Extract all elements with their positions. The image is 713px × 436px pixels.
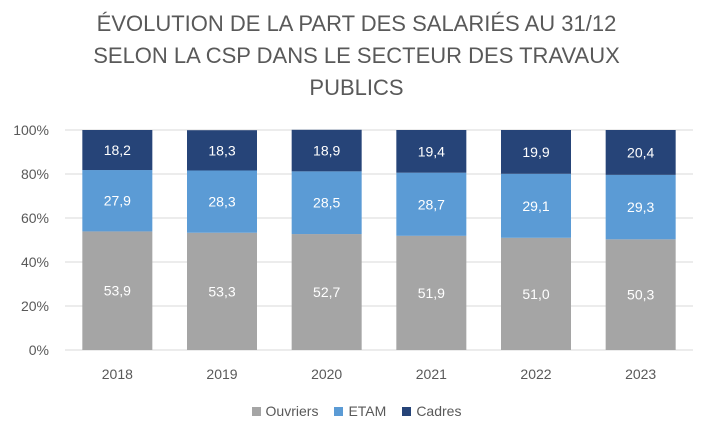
bar-segment-etam — [187, 170, 257, 233]
y-tick-label: 60% — [21, 210, 49, 226]
bar-segment-ouvriers — [82, 231, 153, 350]
y-tick-label: 80% — [21, 166, 49, 182]
data-label: 19,9 — [522, 144, 549, 160]
legend-item-ouvriers: Ouvriers — [251, 403, 319, 419]
legend-item-etam: ETAM — [334, 403, 386, 419]
data-label: 27,9 — [104, 193, 131, 209]
data-label: 18,9 — [313, 143, 340, 159]
legend-label-ouvriers: Ouvriers — [265, 403, 319, 419]
bar-segment-cadres — [291, 129, 362, 172]
data-label: 18,3 — [208, 142, 235, 158]
x-tick-label: 2018 — [102, 366, 133, 382]
data-label: 29,1 — [522, 198, 549, 214]
bar-segment-ouvriers — [187, 232, 257, 350]
chart-title: ÉVOLUTION DE LA PART DES SALARIÉS AU 31/… — [0, 8, 713, 104]
data-label: 19,4 — [418, 143, 445, 159]
chart-title-line-1: ÉVOLUTION DE LA PART DES SALARIÉS AU 31/… — [96, 11, 617, 36]
x-tick-label: 2023 — [625, 366, 656, 382]
bar-segment-cadres — [605, 130, 676, 175]
data-label: 28,3 — [208, 194, 235, 210]
x-tick-label: 2020 — [311, 366, 342, 382]
data-label: 51,0 — [522, 286, 549, 302]
bar-segment-cadres — [82, 130, 153, 171]
legend: Ouvriers ETAM Cadres — [0, 403, 713, 419]
data-label: 18,2 — [104, 142, 131, 158]
y-tick-label: 0% — [29, 342, 49, 358]
bar-segment-ouvriers — [291, 234, 362, 350]
bar-segment-cadres — [187, 130, 257, 171]
chart-title-line-2: SELON LA CSP DANS LE SECTEUR DES TRAVAUX — [93, 43, 620, 68]
data-label: 28,7 — [418, 196, 445, 212]
legend-swatch-etam — [334, 406, 344, 416]
legend-label-cadres: Cadres — [416, 403, 462, 419]
y-tick-label: 100% — [13, 122, 49, 138]
stacked-bar-chart: 0% 20% 40% 60% 80% 100% 53,9 27,9 18,2 2018 53,3 28… — [13, 122, 693, 382]
bar-segment-cadres — [396, 130, 467, 173]
legend-item-cadres: Cadres — [402, 403, 461, 419]
legend-swatch-cadres — [402, 406, 412, 416]
bar-segment-etam — [82, 170, 153, 232]
bar-segment-etam — [291, 171, 362, 235]
data-label: 52,7 — [313, 284, 340, 300]
x-tick-label: 2022 — [520, 366, 551, 382]
bar-segment-cadres — [501, 130, 571, 174]
legend-swatch-ouvriers — [251, 406, 261, 416]
y-tick-label: 40% — [21, 254, 49, 270]
bar-segment-ouvriers — [396, 235, 467, 350]
bar-segment-etam — [396, 172, 467, 236]
data-label: 51,9 — [418, 285, 445, 301]
data-label: 53,9 — [104, 283, 131, 299]
bar-segment-ouvriers — [501, 237, 571, 350]
legend-label-etam: ETAM — [348, 403, 387, 419]
x-tick-label: 2021 — [416, 366, 447, 382]
bar-segment-ouvriers — [605, 239, 676, 350]
data-label: 20,4 — [627, 144, 654, 160]
bar-segment-etam — [501, 173, 571, 238]
x-tick-label: 2019 — [206, 366, 237, 382]
bar-segment-etam — [605, 174, 676, 240]
data-label: 53,3 — [208, 283, 235, 299]
chart-title-line-3: PUBLICS — [309, 75, 404, 100]
data-label: 28,5 — [313, 195, 340, 211]
data-label: 29,3 — [627, 199, 654, 215]
data-label: 50,3 — [627, 287, 654, 303]
y-tick-label: 20% — [21, 298, 49, 314]
